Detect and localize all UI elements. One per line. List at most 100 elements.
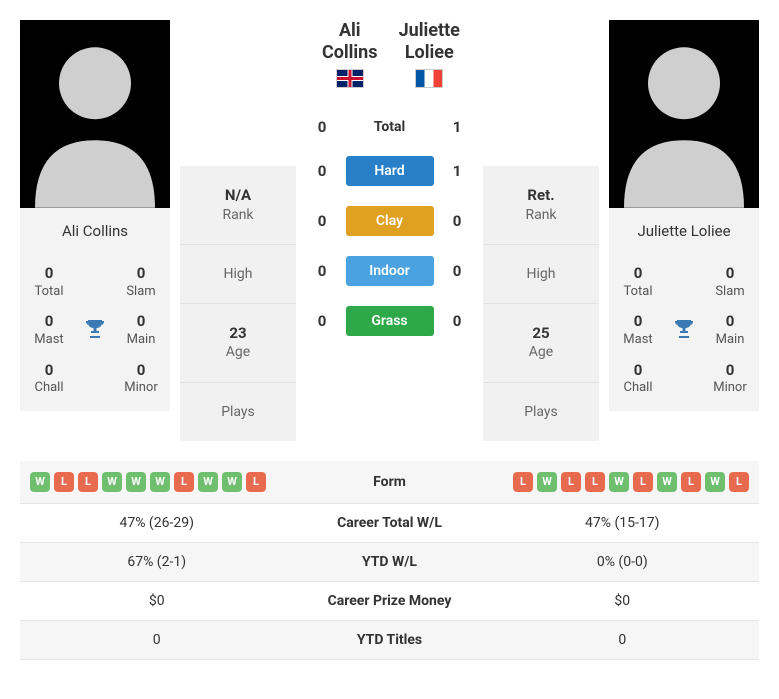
form-badge: L — [585, 472, 605, 492]
form-badge: W — [222, 472, 242, 492]
h2h-indoor-badge: Indoor — [346, 256, 434, 286]
row-career-wl: 47% (26-29) Career Total W/L 47% (15-17) — [20, 503, 759, 542]
label-career-wl: Career Total W/L — [293, 503, 485, 542]
label-ytd-wl: YTD W/L — [293, 542, 485, 581]
player-left-name-below: Ali Collins — [20, 208, 170, 254]
title-main: 0Main — [707, 312, 753, 348]
info-rank: N/ARank — [180, 166, 296, 245]
name-col-right: Juliette Loliee — [390, 20, 470, 92]
title-mast: 0Mast — [615, 312, 661, 348]
form-badge: W — [102, 472, 122, 492]
info-high: High — [180, 245, 296, 304]
player-right-photo — [609, 20, 759, 208]
label-prize: Career Prize Money — [293, 581, 485, 620]
title-minor: 0Minor — [118, 361, 164, 397]
h2h-total-label: Total — [346, 119, 434, 135]
title-total: 0Total — [26, 264, 72, 300]
title-main: 0Main — [118, 312, 164, 348]
form-badge: W — [537, 472, 557, 492]
h2h-total-row: 0 Total 1 — [310, 118, 469, 136]
form-badge: L — [561, 472, 581, 492]
prize-right: $0 — [486, 581, 759, 620]
label-ytd-titles: YTD Titles — [293, 620, 485, 659]
title-chall: 0Chall — [26, 361, 72, 397]
name-row: Ali Collins Juliette Loliee — [310, 20, 469, 92]
career-wl-right: 47% (15-17) — [486, 503, 759, 542]
player-right-titles: 0Total 0Slam 0Mast 0Main 0Chall 0Minor — [609, 254, 759, 411]
h2h-indoor-left: 0 — [310, 262, 334, 280]
h2h-hard-left: 0 — [310, 162, 334, 180]
flag-fr-icon — [415, 69, 443, 88]
h2h-clay-row: 0 Clay 0 — [310, 206, 469, 236]
form-badge: W — [198, 472, 218, 492]
center-h2h: Ali Collins Juliette Loliee 0 Total 1 0 … — [306, 20, 473, 441]
form-badge: L — [246, 472, 266, 492]
comparison-table: WLLWWWLWWL Form LWLLWLWLWL 47% (26-29) C… — [20, 461, 759, 660]
player-right-info: Ret.Rank High 25Age Plays — [483, 166, 599, 441]
form-right: LWLLWLWLWL — [496, 472, 749, 492]
h2h-grass-badge: Grass — [346, 306, 434, 336]
title-slam: 0Slam — [707, 264, 753, 300]
form-badge: L — [681, 472, 701, 492]
form-badge: L — [54, 472, 74, 492]
h2h-grass-right: 0 — [445, 312, 469, 330]
form-left: WLLWWWLWWL — [30, 472, 283, 492]
title-slam: 0Slam — [118, 264, 164, 300]
h2h-grass-row: 0 Grass 0 — [310, 306, 469, 336]
form-badge: L — [513, 472, 533, 492]
ytd-titles-left: 0 — [20, 620, 293, 659]
player-right-name-below: Juliette Loliee — [609, 208, 759, 254]
h2h-hard-row: 0 Hard 1 — [310, 156, 469, 186]
player-right-block: Juliette Loliee 0Total 0Slam 0Mast 0Main… — [609, 20, 759, 441]
title-total: 0Total — [615, 264, 661, 300]
row-ytd-wl: 67% (2-1) YTD W/L 0% (0-0) — [20, 542, 759, 581]
info-age: 23Age — [180, 304, 296, 383]
player-left-photo — [20, 20, 170, 208]
career-wl-left: 47% (26-29) — [20, 503, 293, 542]
form-badge: W — [657, 472, 677, 492]
h2h-total-right: 1 — [445, 118, 469, 136]
silhouette-icon — [20, 20, 170, 208]
form-badge: L — [174, 472, 194, 492]
h2h-indoor-right: 0 — [445, 262, 469, 280]
player-left-block: Ali Collins 0Total 0Slam 0Mast 0Main 0Ch… — [20, 20, 170, 441]
h2h-hard-right: 1 — [445, 162, 469, 180]
title-minor: 0Minor — [707, 361, 753, 397]
ytd-wl-left: 67% (2-1) — [20, 542, 293, 581]
trophy-icon — [661, 317, 707, 345]
h2h-clay-right: 0 — [445, 212, 469, 230]
row-form: WLLWWWLWWL Form LWLLWLWLWL — [20, 461, 759, 504]
info-age: 25Age — [483, 304, 599, 383]
prize-left: $0 — [20, 581, 293, 620]
row-prize: $0 Career Prize Money $0 — [20, 581, 759, 620]
silhouette-icon — [609, 20, 759, 208]
h2h-clay-left: 0 — [310, 212, 334, 230]
info-plays: Plays — [180, 383, 296, 441]
info-rank: Ret.Rank — [483, 166, 599, 245]
h2h-hard-badge: Hard — [346, 156, 434, 186]
form-badge: W — [30, 472, 50, 492]
title-chall: 0Chall — [615, 361, 661, 397]
title-mast: 0Mast — [26, 312, 72, 348]
name-col-left: Ali Collins — [310, 20, 390, 92]
row-ytd-titles: 0 YTD Titles 0 — [20, 620, 759, 659]
h2h-grass-left: 0 — [310, 312, 334, 330]
player-left-info: N/ARank High 23Age Plays — [180, 166, 296, 441]
player-right-name-top: Juliette Loliee — [390, 20, 470, 63]
info-high: High — [483, 245, 599, 304]
player-left-titles: 0Total 0Slam 0Mast 0Main 0Chall 0Minor — [20, 254, 170, 411]
form-badge: L — [633, 472, 653, 492]
form-badge: W — [609, 472, 629, 492]
ytd-titles-right: 0 — [486, 620, 759, 659]
form-badge: L — [78, 472, 98, 492]
label-form: Form — [293, 461, 485, 504]
form-badge: W — [126, 472, 146, 492]
h2h-clay-badge: Clay — [346, 206, 434, 236]
player-left-name-top: Ali Collins — [310, 20, 390, 63]
form-badge: L — [729, 472, 749, 492]
h2h-total-left: 0 — [310, 118, 334, 136]
form-badge: W — [150, 472, 170, 492]
h2h-indoor-row: 0 Indoor 0 — [310, 256, 469, 286]
trophy-icon — [72, 317, 118, 345]
flag-uk-icon — [336, 69, 364, 88]
